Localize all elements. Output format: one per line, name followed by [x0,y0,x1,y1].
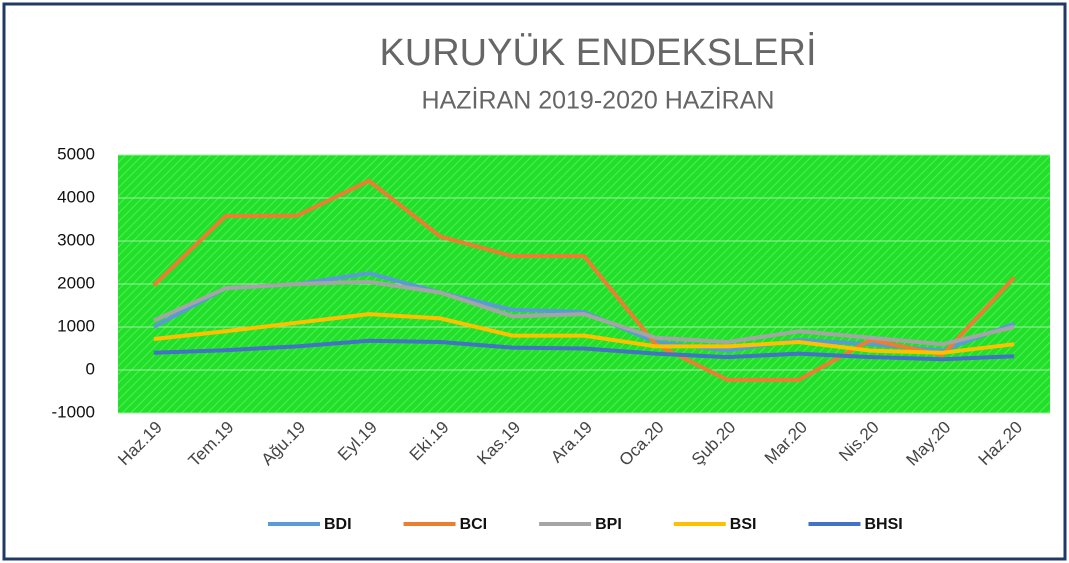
series-line [152,178,1016,382]
series-line [153,338,1015,362]
y-tick-label: -1000 [52,402,95,421]
legend-label: BCI [460,516,488,533]
y-tick-label: 0 [86,359,95,378]
legend-label: BSI [730,516,757,533]
chart-title: KURUYÜK ENDEKSLERİ [379,31,816,74]
y-tick-label: 2000 [57,273,95,292]
y-tick-label: 1000 [57,316,95,335]
y-tick-label: 3000 [57,230,95,249]
legend-label: BHSI [864,516,902,533]
y-tick-label: 5000 [57,144,95,163]
chart-subtitle: HAZİRAN 2019-2020 HAZİRAN [422,86,775,115]
series-line [153,279,1015,347]
legend-label: BDI [324,516,352,533]
y-tick-label: 4000 [57,187,95,206]
legend-label: BPI [595,516,622,533]
series-line [153,312,1015,355]
